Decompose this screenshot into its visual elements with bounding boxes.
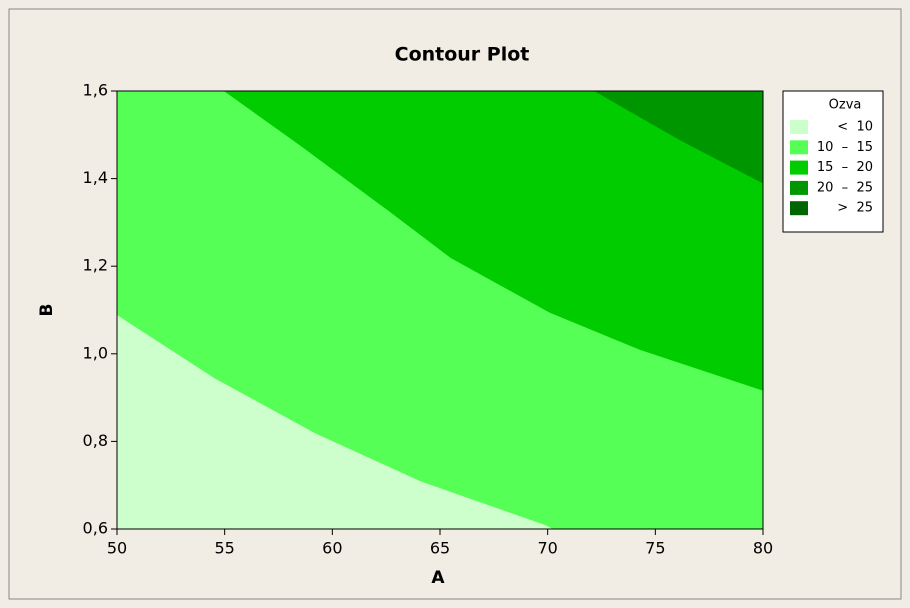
legend-swatch — [790, 201, 808, 216]
legend-swatch — [790, 160, 808, 175]
y-axis-label: B — [37, 304, 57, 317]
legend-swatch — [790, 180, 808, 195]
y-tick-label: 1,4 — [83, 168, 108, 187]
x-tick-label: 75 — [645, 539, 665, 558]
x-tick-label: 50 — [107, 539, 127, 558]
x-tick-label: 55 — [214, 539, 234, 558]
legend-label: 15 – 20 — [817, 160, 873, 175]
y-tick-label: 1,6 — [83, 81, 108, 100]
x-tick-label: 80 — [753, 539, 773, 558]
legend-label: 20 – 25 — [817, 180, 873, 195]
contour-line — [594, 90, 764, 184]
x-axis-label: A — [431, 568, 445, 588]
legend-title: Ozva — [829, 98, 862, 113]
legend-swatch — [790, 120, 808, 134]
contour-line — [116, 313, 555, 530]
y-tick-label: 0,8 — [83, 431, 108, 450]
y-tick-label: 1,2 — [83, 256, 108, 275]
x-tick-label: 70 — [537, 539, 557, 558]
contour-line — [224, 90, 764, 391]
chart-title: Contour Plot — [395, 44, 530, 66]
y-tick-label: 1,0 — [83, 343, 108, 362]
region-fill — [224, 91, 763, 391]
legend-label: > 25 — [837, 201, 873, 216]
legend-swatch — [790, 140, 808, 155]
x-tick-label: 65 — [430, 539, 450, 558]
x-tick-label: 60 — [322, 539, 342, 558]
y-tick-label: 0,6 — [83, 519, 108, 538]
legend-label: < 10 — [837, 120, 873, 135]
legend-label: 10 – 15 — [817, 140, 873, 155]
region-fill — [595, 91, 763, 183]
